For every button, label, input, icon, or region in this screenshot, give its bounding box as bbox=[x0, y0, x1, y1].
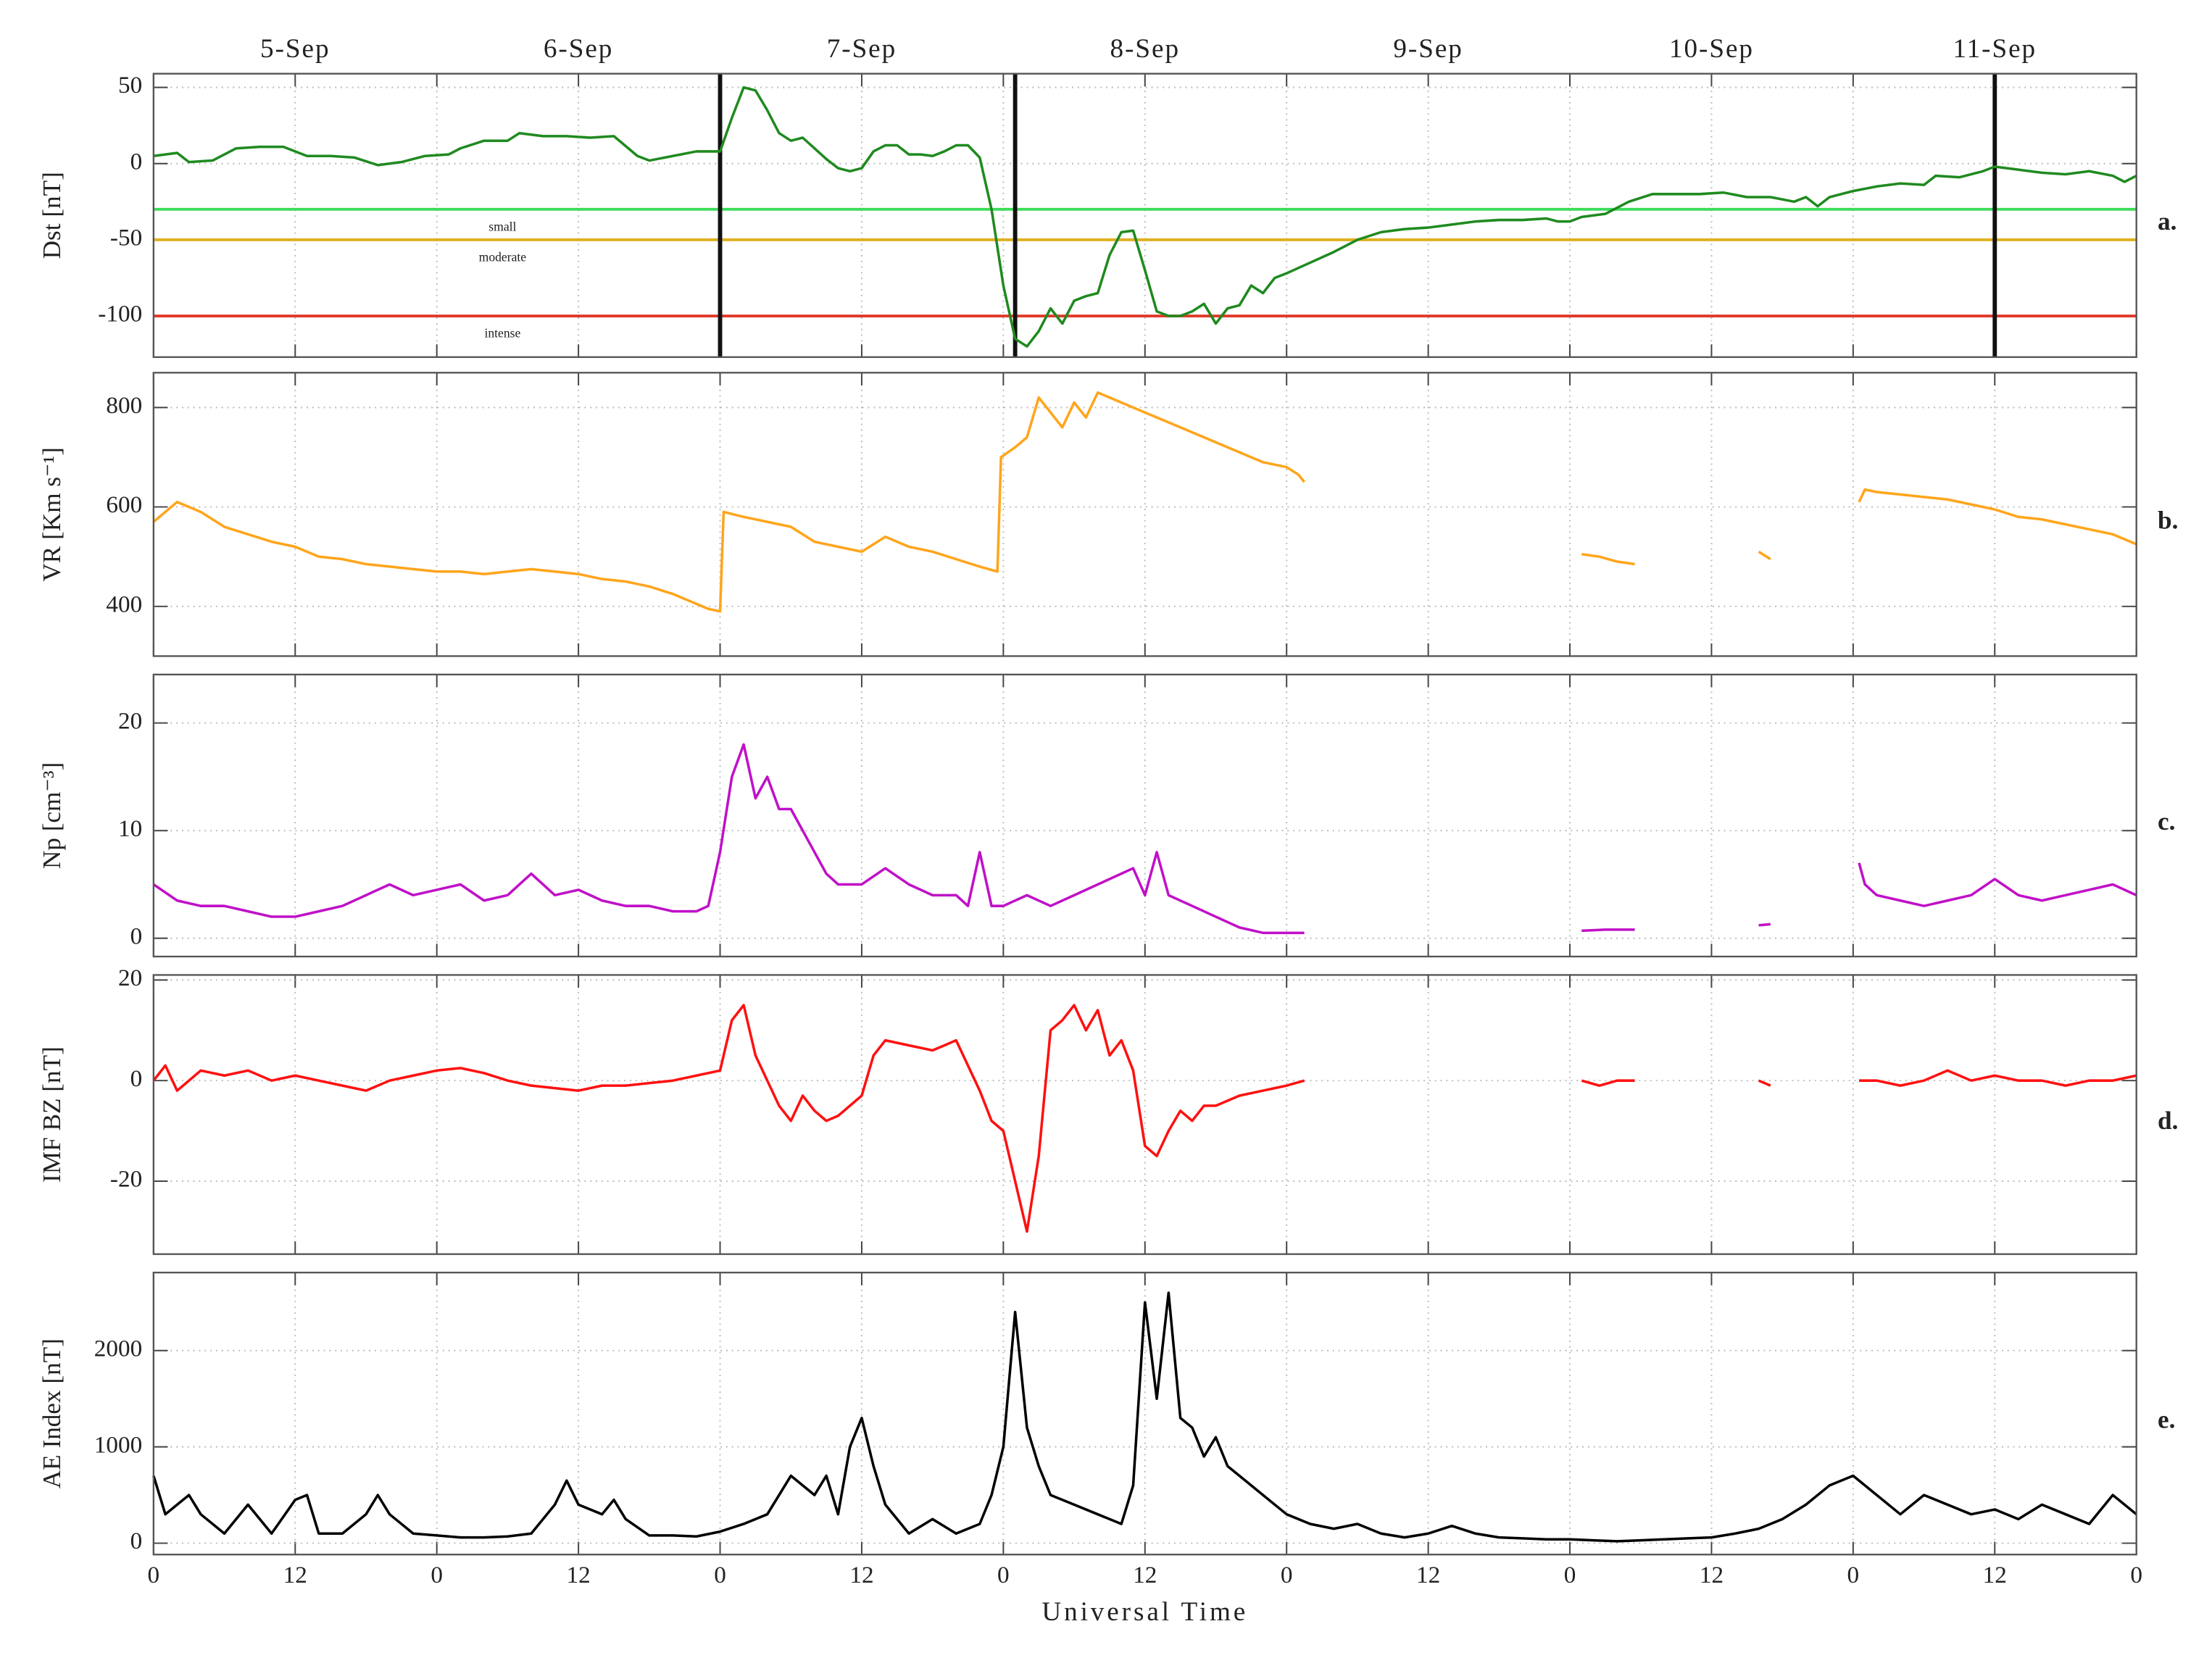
data-line bbox=[1758, 1079, 1771, 1087]
data-line bbox=[152, 743, 1305, 935]
data-line bbox=[1581, 553, 1635, 566]
y-tick-label: 400 bbox=[106, 591, 142, 617]
x-tick-label: 12 bbox=[849, 1562, 873, 1588]
data-line bbox=[152, 391, 1306, 613]
y-axis-label: Np [cm⁻³] bbox=[38, 762, 66, 869]
x-tick-label: 12 bbox=[1416, 1562, 1440, 1588]
y-axis-label: Dst [nT] bbox=[38, 172, 66, 259]
x-tick-label: 0 bbox=[1564, 1562, 1576, 1588]
y-tick-label: 50 bbox=[118, 72, 142, 99]
data-line bbox=[153, 86, 2137, 348]
y-tick-label: 600 bbox=[106, 491, 142, 518]
day-label: 11-Sep bbox=[1953, 34, 2037, 64]
data-line bbox=[1858, 488, 2137, 546]
panel-label: b. bbox=[2158, 507, 2178, 535]
x-tick-label: 0 bbox=[1281, 1562, 1293, 1588]
x-tick-label: 0 bbox=[148, 1562, 160, 1588]
y-tick-label: 2000 bbox=[94, 1335, 142, 1362]
panel-frame bbox=[152, 72, 2137, 358]
y-axis-label: VR [Km s⁻¹] bbox=[38, 447, 66, 582]
panel-frame bbox=[152, 1271, 2137, 1556]
panel-label: d. bbox=[2158, 1107, 2178, 1135]
data-line bbox=[152, 1004, 1305, 1233]
y-tick-label: 1000 bbox=[94, 1431, 142, 1458]
y-tick-label: 10 bbox=[118, 815, 142, 842]
y-tick-label: 20 bbox=[118, 707, 142, 734]
data-line bbox=[1581, 1079, 1635, 1087]
panel-frame bbox=[152, 974, 2137, 1255]
y-axis-label: IMF BZ [nT] bbox=[38, 1046, 66, 1183]
x-axis-label: Universal Time bbox=[1041, 1597, 1248, 1627]
panel-frame bbox=[152, 372, 2137, 657]
y-tick-label: 0 bbox=[130, 148, 143, 175]
x-tick-label: 12 bbox=[1133, 1562, 1157, 1588]
x-tick-label: 0 bbox=[714, 1562, 726, 1588]
day-label: 9-Sep bbox=[1393, 34, 1463, 64]
day-label: 8-Sep bbox=[1110, 34, 1180, 64]
x-tick-label: 0 bbox=[2130, 1562, 2142, 1588]
panel-frame bbox=[152, 673, 2137, 958]
threshold-label: small bbox=[488, 219, 516, 233]
y-tick-label: -100 bbox=[98, 301, 142, 328]
data-line bbox=[1858, 862, 2137, 907]
x-tick-label: 0 bbox=[431, 1562, 443, 1588]
y-tick-label: 800 bbox=[106, 392, 142, 419]
y-tick-label: 20 bbox=[118, 965, 142, 991]
y-axis-label: AE Index [nT] bbox=[38, 1338, 66, 1488]
threshold-label: intense bbox=[484, 325, 520, 340]
panel-label: a. bbox=[2158, 207, 2176, 236]
data-line bbox=[1859, 1069, 2137, 1087]
data-line bbox=[152, 1291, 2137, 1543]
data-line bbox=[1758, 922, 1771, 927]
x-tick-label: 12 bbox=[1700, 1562, 1724, 1588]
x-tick-label: 0 bbox=[1847, 1562, 1860, 1588]
data-line bbox=[1758, 550, 1771, 561]
panel-label: e. bbox=[2158, 1405, 2175, 1433]
x-tick-label: 0 bbox=[997, 1562, 1010, 1588]
y-tick-label: 0 bbox=[130, 922, 143, 949]
y-tick-label: -20 bbox=[110, 1166, 142, 1193]
y-tick-label: -50 bbox=[110, 225, 142, 251]
threshold-label: moderate bbox=[479, 249, 527, 264]
panel-label: c. bbox=[2158, 807, 2175, 836]
x-tick-label: 12 bbox=[1983, 1562, 2007, 1588]
day-label: 5-Sep bbox=[260, 34, 330, 64]
y-tick-label: 0 bbox=[130, 1065, 143, 1092]
day-label: 10-Sep bbox=[1669, 34, 1754, 64]
y-tick-label: 0 bbox=[130, 1528, 143, 1554]
x-tick-label: 12 bbox=[283, 1562, 307, 1588]
x-tick-label: 12 bbox=[566, 1562, 590, 1588]
day-label: 6-Sep bbox=[544, 34, 613, 64]
day-label: 7-Sep bbox=[827, 34, 897, 64]
